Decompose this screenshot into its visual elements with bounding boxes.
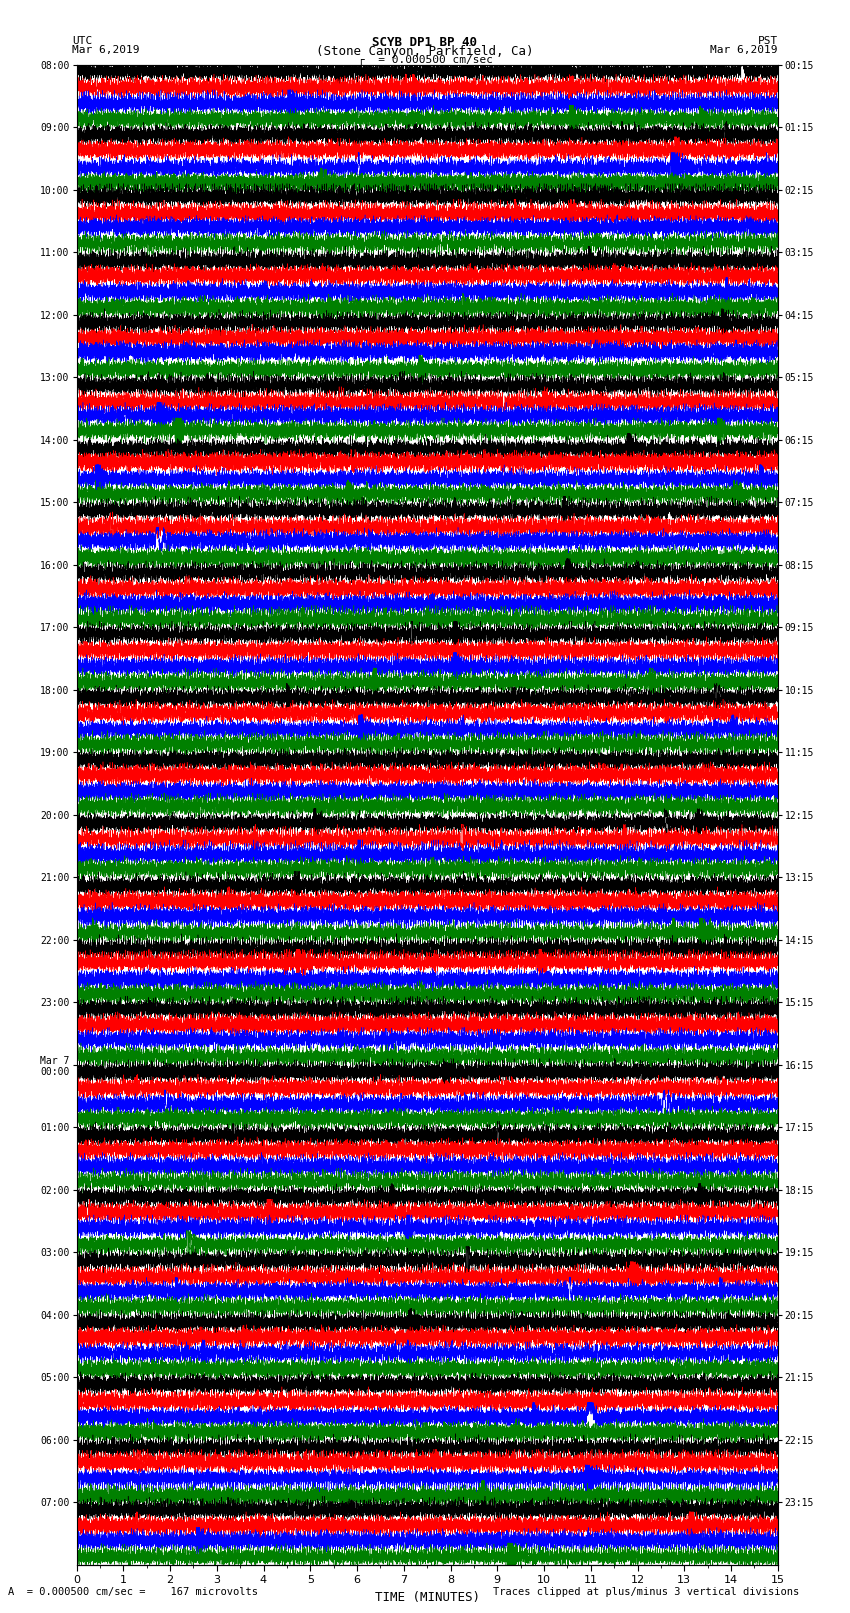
Text: PST: PST — [757, 37, 778, 47]
Text: A  = 0.000500 cm/sec =    167 microvolts: A = 0.000500 cm/sec = 167 microvolts — [8, 1587, 258, 1597]
X-axis label: TIME (MINUTES): TIME (MINUTES) — [375, 1590, 479, 1603]
Text: UTC: UTC — [72, 37, 93, 47]
Text: Mar 6,2019: Mar 6,2019 — [72, 45, 139, 55]
Text: SCYB DP1 BP 40: SCYB DP1 BP 40 — [372, 37, 478, 50]
Text: Mar 6,2019: Mar 6,2019 — [711, 45, 778, 55]
Text: (Stone Canyon, Parkfield, Ca): (Stone Canyon, Parkfield, Ca) — [316, 45, 534, 58]
Text: Traces clipped at plus/minus 3 vertical divisions: Traces clipped at plus/minus 3 vertical … — [493, 1587, 799, 1597]
Text: ┌  = 0.000500 cm/sec: ┌ = 0.000500 cm/sec — [358, 55, 492, 66]
